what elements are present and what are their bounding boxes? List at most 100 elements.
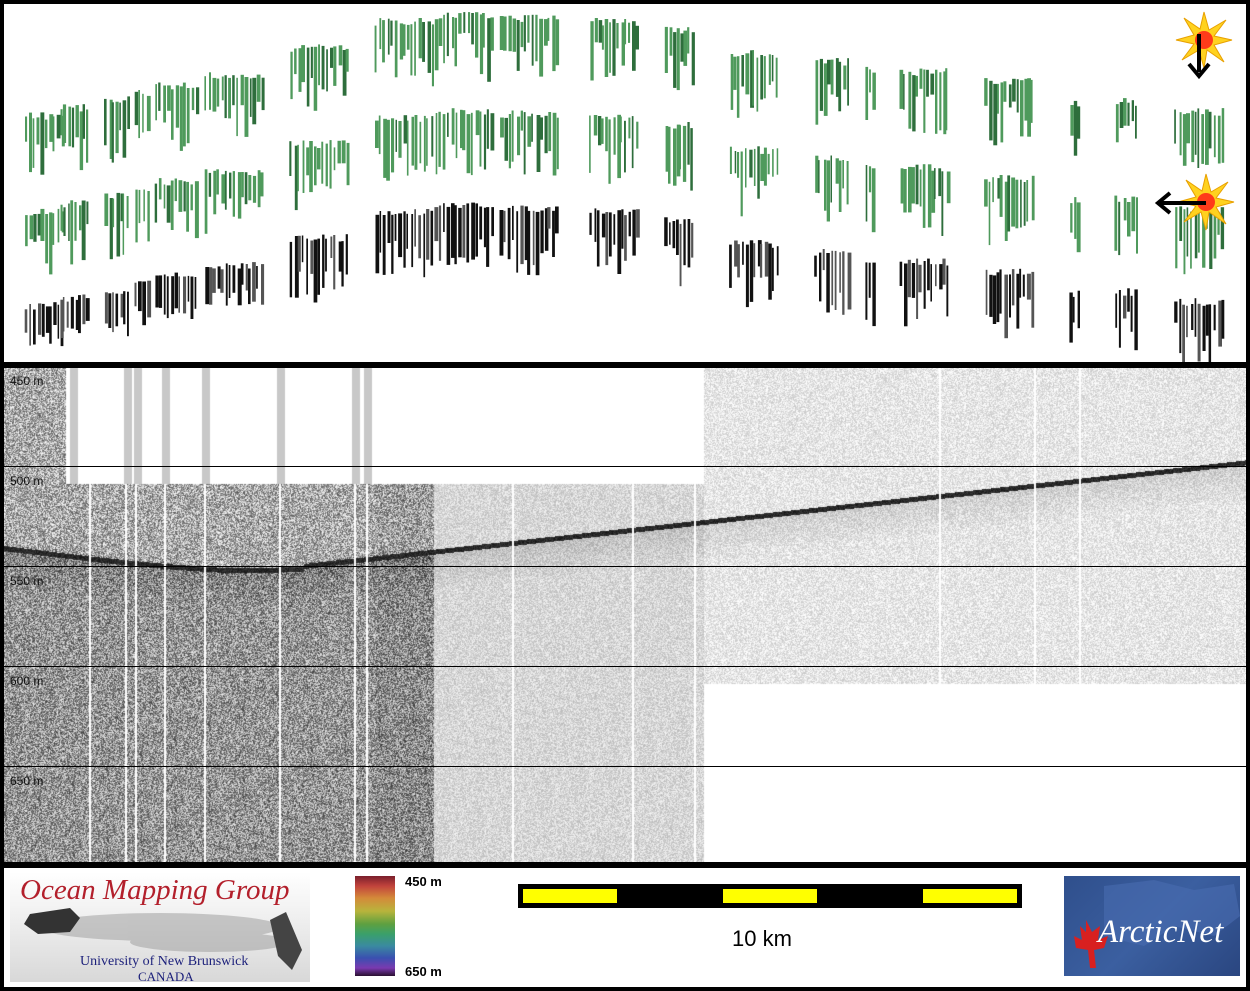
- swath-ping: [1127, 202, 1131, 237]
- swath-ping: [1076, 106, 1081, 139]
- swath-ping: [741, 55, 744, 87]
- swath-ping: [589, 212, 592, 235]
- swath-ping: [220, 269, 224, 293]
- swath-ping: [673, 128, 677, 186]
- swath-ping: [122, 100, 127, 158]
- swath-ping: [760, 55, 763, 100]
- swath-ping: [38, 303, 42, 335]
- swath-ping: [257, 170, 261, 208]
- swath-ping: [838, 160, 842, 212]
- swath-ping: [1213, 209, 1217, 259]
- swath-ping: [927, 164, 932, 228]
- swath-ping: [768, 54, 771, 85]
- swath-ping: [899, 69, 904, 109]
- swath-ping: [451, 203, 455, 258]
- swath-ping: [314, 146, 317, 186]
- swath-ping: [984, 78, 988, 106]
- swath-ping: [325, 238, 327, 272]
- swath-ping: [122, 193, 125, 255]
- swath-ping: [147, 280, 152, 318]
- swath-ping: [41, 303, 45, 337]
- swath-ping: [104, 98, 107, 146]
- swath-ping: [999, 175, 1003, 217]
- swath-ping: [830, 59, 834, 95]
- swath-ping: [548, 112, 552, 152]
- swath-ping: [297, 144, 299, 192]
- swath-ping: [1008, 84, 1012, 108]
- swath-ping: [865, 262, 868, 320]
- swath-ping: [612, 19, 616, 76]
- swath-ping: [999, 269, 1002, 314]
- swath-ping: [512, 205, 514, 240]
- swath-ping: [531, 14, 534, 66]
- swath-ping: [1179, 298, 1182, 354]
- swath-ping: [1127, 102, 1130, 126]
- swath-ping: [908, 71, 912, 129]
- swath-ping: [411, 214, 414, 268]
- swath-ping: [737, 152, 740, 178]
- swath-ping: [742, 241, 744, 265]
- swath-ping: [672, 221, 676, 249]
- swath-ping: [608, 212, 612, 257]
- swath-ping: [186, 88, 190, 144]
- swath-ping: [166, 185, 171, 223]
- swath-ping: [158, 82, 161, 111]
- swath-ping: [680, 33, 684, 62]
- swath-ping: [745, 244, 749, 308]
- swath-ping: [221, 76, 224, 101]
- swath-ping: [294, 48, 297, 75]
- swath-ping: [946, 171, 951, 204]
- swath-ping: [204, 76, 206, 111]
- swath-ping: [736, 56, 740, 118]
- swath-ping: [1197, 303, 1201, 362]
- swath-ping: [922, 164, 926, 228]
- swath-ping: [544, 115, 548, 154]
- swath-ping: [82, 294, 86, 325]
- swath-ping: [1186, 207, 1189, 257]
- swath-ping: [423, 115, 426, 172]
- swath-ping: [679, 223, 682, 287]
- scale-segment: [523, 889, 617, 903]
- swath-ping: [1194, 206, 1198, 259]
- swath-ping: [167, 85, 171, 111]
- swath-ping: [310, 46, 313, 78]
- swath-ping: [232, 75, 235, 106]
- swath-ping: [768, 243, 772, 300]
- swath-ping: [134, 91, 139, 126]
- swath-ping: [470, 112, 473, 176]
- swath-ping: [907, 259, 911, 298]
- swath-ping: [175, 85, 180, 128]
- swath-ping: [1130, 295, 1133, 332]
- swath-ping: [374, 25, 377, 73]
- swath-ping: [45, 306, 50, 333]
- swath-ping: [155, 84, 157, 121]
- swath-ping: [996, 272, 1000, 323]
- swath-ping: [935, 69, 938, 134]
- swath-ping: [539, 117, 543, 140]
- swath-ping: [733, 56, 737, 90]
- swath-ping: [930, 73, 935, 95]
- swath-ping: [679, 125, 681, 170]
- swath-ping: [555, 19, 560, 66]
- swath-ping: [1205, 109, 1209, 165]
- swath-ping: [387, 211, 391, 243]
- echogram-image: [4, 368, 1246, 862]
- swath-ping: [1070, 105, 1074, 136]
- swath-3d-panel: [4, 4, 1246, 362]
- swath-ping: [669, 222, 671, 245]
- swath-ping: [604, 19, 609, 77]
- swath-ping: [1000, 82, 1004, 143]
- swath-ping: [536, 115, 541, 172]
- swath-ping: [82, 104, 85, 139]
- swath-ping: [1217, 115, 1221, 164]
- swath-ping: [423, 213, 426, 278]
- swath-ping: [491, 207, 494, 237]
- swath-ping: [174, 178, 177, 202]
- swath-ping: [460, 109, 463, 149]
- swath-ping: [115, 293, 119, 327]
- partner-title: ArcticNet: [1098, 914, 1224, 950]
- swath-ping: [594, 18, 598, 43]
- swath-ping: [609, 22, 611, 73]
- swath-ping: [984, 179, 988, 207]
- swath-ping: [687, 122, 690, 165]
